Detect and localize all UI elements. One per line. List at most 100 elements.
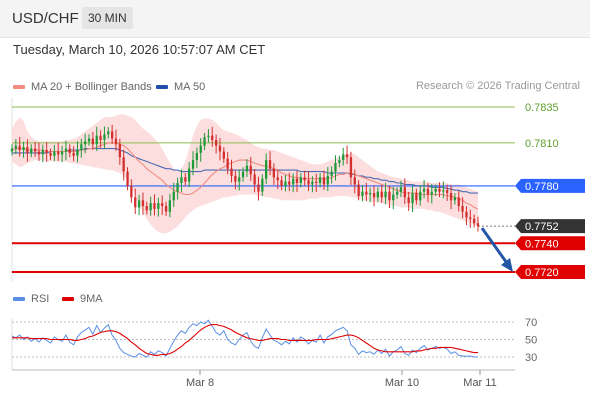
- candle-body-109: [430, 191, 433, 195]
- candle-body-49: [199, 145, 202, 153]
- candle-body-111: [438, 188, 441, 192]
- candle-body-88: [349, 157, 353, 178]
- candle-body-86: [342, 154, 345, 160]
- 9ma-swatch: [62, 297, 74, 302]
- timeframe-button[interactable]: 30 MIN: [82, 7, 133, 29]
- rsi-tick-label-0: 70: [525, 317, 537, 329]
- candle-body-78: [311, 181, 314, 185]
- candle-body-115: [453, 197, 456, 201]
- candle-body-110: [434, 188, 437, 192]
- candle-body-64: [257, 184, 260, 192]
- candle-body-41: [168, 200, 171, 212]
- candle-body-83: [330, 171, 333, 176]
- candle-body-119: [469, 217, 472, 219]
- candle-body-55: [222, 151, 225, 159]
- candle-body-4: [26, 147, 29, 153]
- credit-text: Research © 2026 Trading Central: [415, 80, 580, 92]
- candle-body-72: [288, 181, 291, 185]
- level-label-2: 0.7780: [525, 181, 559, 193]
- candle-body-74: [295, 178, 299, 183]
- timestamp: Tuesday, March 10, 2026 10:57:07 AM CET: [13, 42, 266, 57]
- candle-body-8: [41, 150, 44, 155]
- candle-body-50: [203, 137, 206, 146]
- candle-body-7: [37, 151, 41, 155]
- candle-body-108: [426, 188, 430, 195]
- candle-body-120: [473, 218, 476, 224]
- candle-body-94: [372, 193, 376, 198]
- rsi-9ma-line: [12, 324, 478, 356]
- bollinger-band: [12, 114, 478, 234]
- candle-body-76: [303, 177, 306, 181]
- candle-body-25: [107, 131, 110, 135]
- candle-body-87: [345, 154, 349, 158]
- candle-body-95: [376, 191, 379, 198]
- candle-body-89: [353, 177, 356, 185]
- candle-body-52: [211, 135, 214, 140]
- ma50-swatch: [156, 85, 168, 90]
- candle-body-92: [365, 191, 368, 195]
- candle-body-53: [215, 140, 218, 146]
- candle-body-46: [188, 168, 191, 182]
- candle-body-12: [57, 151, 60, 155]
- ma20-swatch: [13, 85, 25, 90]
- rsi-tick-label-1: 50: [525, 335, 537, 347]
- candle-body-37: [153, 203, 156, 209]
- candle-body-5: [30, 148, 33, 153]
- candle-body-26: [111, 131, 114, 139]
- candle-body-96: [380, 191, 383, 198]
- candle-body-71: [284, 181, 287, 186]
- candle-body-102: [403, 187, 406, 198]
- candle-body-33: [137, 200, 141, 208]
- candle-body-13: [60, 151, 64, 155]
- rsi-tick-label-2: 30: [525, 352, 537, 364]
- level-label-0: 0.7835: [525, 102, 559, 114]
- candle-body-32: [134, 197, 137, 208]
- candle-body-0: [10, 148, 14, 152]
- level-label-5: 0.7720: [525, 267, 559, 279]
- level-tag-3: [515, 219, 585, 234]
- candle-body-73: [292, 178, 295, 185]
- candle-body-90: [357, 184, 360, 196]
- candle-body-105: [415, 193, 418, 201]
- candle-body-65: [261, 178, 264, 192]
- candle-body-84: [334, 163, 337, 172]
- candle-body-14: [64, 148, 68, 152]
- candle-body-56: [226, 158, 229, 169]
- header-bar: USD/CHF 30 MIN: [0, 0, 590, 38]
- candle-body-116: [457, 197, 460, 206]
- legend-ma50-label: MA 50: [174, 81, 206, 93]
- candle-body-104: [411, 193, 414, 204]
- candle-body-23: [99, 135, 102, 140]
- candle-body-118: [465, 211, 468, 218]
- legend-rsi: RSI: [13, 292, 49, 306]
- level-label-4: 0.7740: [525, 238, 559, 250]
- level-tag-2: [515, 178, 585, 193]
- candle-body-2: [18, 145, 21, 150]
- candle-body-54: [218, 145, 222, 152]
- candle-body-42: [172, 191, 175, 201]
- candle-body-1: [14, 145, 17, 149]
- time-tick-label-2: Mar 11: [463, 377, 496, 389]
- candle-body-91: [361, 191, 364, 196]
- candle-body-60: [241, 171, 245, 178]
- candle-body-21: [91, 138, 94, 145]
- candle-body-121: [476, 223, 480, 227]
- rsi-line: [11, 319, 478, 358]
- legend-ma50: MA 50: [156, 80, 205, 94]
- candle-body-9: [45, 150, 48, 153]
- rsi-swatch: [13, 297, 25, 302]
- candle-body-16: [72, 152, 75, 156]
- candle-body-31: [130, 185, 133, 198]
- candle-body-17: [76, 150, 79, 156]
- candle-body-28: [118, 144, 121, 158]
- candle-body-57: [230, 168, 233, 176]
- candle-body-101: [399, 187, 403, 192]
- candle-body-51: [207, 135, 210, 138]
- level-label-1: 0.7810: [525, 138, 559, 150]
- candle-body-93: [369, 193, 372, 195]
- candle-body-66: [265, 160, 268, 179]
- candle-body-40: [164, 206, 168, 212]
- candle-body-97: [384, 191, 387, 198]
